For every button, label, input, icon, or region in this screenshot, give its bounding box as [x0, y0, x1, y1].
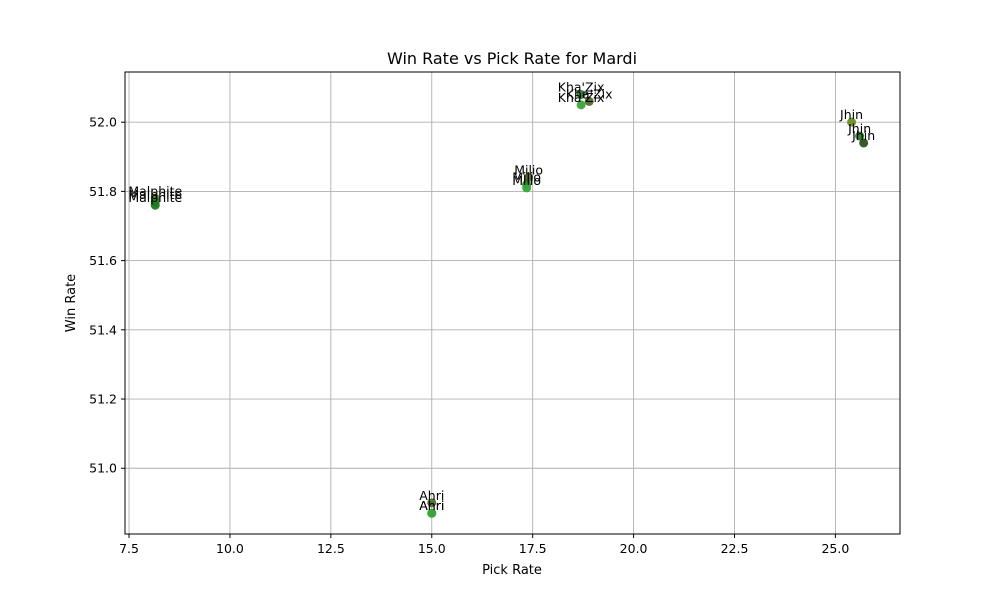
x-tick-label: 25.0 [821, 541, 849, 556]
data-point [150, 200, 160, 210]
data-labels: Kha'ZixKha'ZixKha'ZixJhinJhinJhinMilioMi… [128, 79, 875, 513]
data-point [859, 138, 869, 148]
grid [125, 72, 900, 534]
data-label: Jhin [851, 128, 875, 143]
data-label: Kha'Zix [558, 79, 605, 94]
data-point [427, 498, 437, 508]
y-tick-label: 51.4 [89, 322, 117, 337]
y-tick-label: 52.0 [89, 115, 117, 130]
data-label: Milio [512, 173, 541, 188]
data-label: Malphite [128, 190, 182, 205]
data-label: Ahri [419, 488, 444, 503]
data-point [576, 89, 586, 99]
data-point [847, 117, 857, 127]
data-point [524, 173, 534, 183]
data-label: Ahri [419, 498, 444, 513]
y-tick-label: 51.0 [89, 461, 117, 476]
data-label: Kha'Zix [566, 86, 613, 101]
data-label: Ahri [419, 498, 444, 513]
data-label: Malphite [128, 187, 182, 202]
data-point [522, 183, 532, 193]
x-tick-label: 22.5 [721, 541, 749, 556]
plot-area-frame [124, 71, 901, 535]
data-label: Milio [512, 169, 541, 184]
data-label: Malphite [128, 183, 182, 198]
data-point [576, 100, 586, 110]
data-label: Kha'Zix [558, 90, 605, 105]
x-axis-ticks: 7.5 10.0 12.5 15.0 17.5 20.0 22.5 25.0 [119, 534, 849, 556]
data-points [150, 89, 869, 518]
x-tick-label: 10.0 [216, 541, 244, 556]
chart-title: Win Rate vs Pick Rate for Mardi [387, 49, 637, 68]
x-tick-label: 12.5 [317, 541, 345, 556]
y-tick-label: 51.6 [89, 253, 117, 268]
y-tick-label: 51.2 [89, 392, 117, 407]
x-tick-label: 7.5 [119, 541, 139, 556]
y-tick-label: 51.8 [89, 184, 117, 199]
data-label: Jhin [847, 121, 871, 136]
x-tick-label: 17.5 [519, 541, 547, 556]
data-point [855, 131, 865, 141]
y-axis-ticks: 51.0 51.2 51.4 51.6 51.8 52.0 [89, 115, 125, 476]
data-label: Milio [514, 163, 543, 178]
x-axis-label: Pick Rate [482, 563, 542, 578]
x-tick-label: 20.0 [620, 541, 648, 556]
data-point [584, 96, 594, 106]
data-label: Jhin [839, 107, 863, 122]
x-tick-label: 15.0 [418, 541, 446, 556]
y-axis-label: Win Rate [64, 274, 79, 332]
data-point [427, 508, 437, 518]
